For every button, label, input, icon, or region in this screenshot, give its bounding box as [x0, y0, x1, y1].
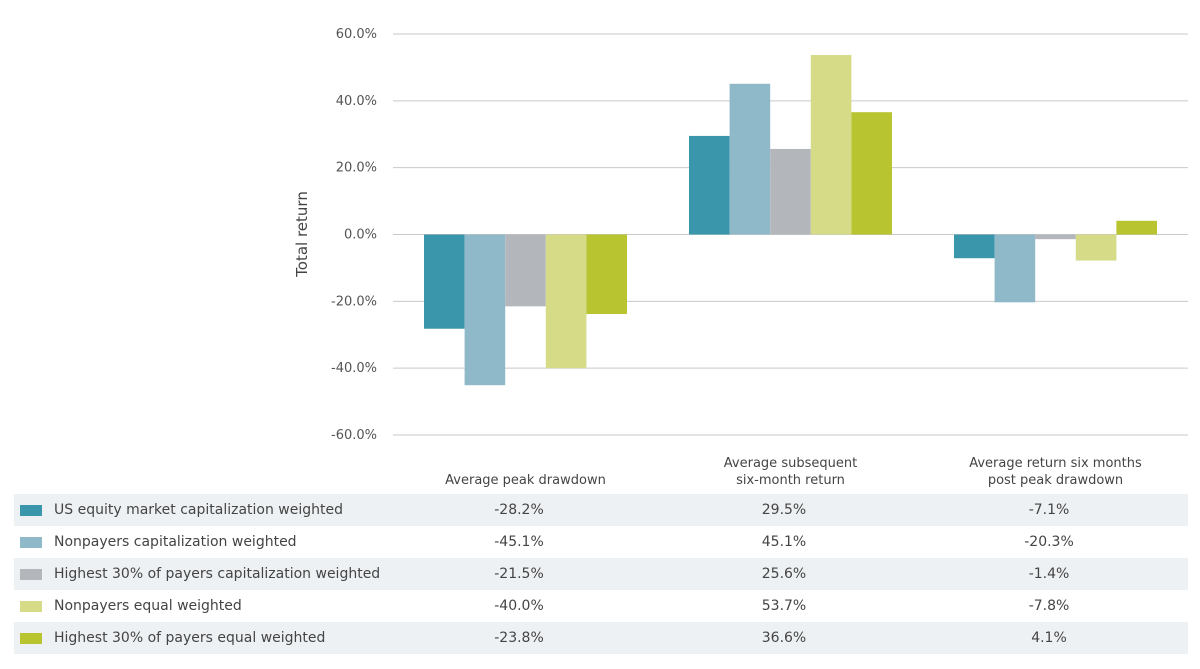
series-name: Nonpayers capitalization weighted	[54, 534, 297, 550]
table-value: 29.5%	[761, 502, 807, 518]
table-value: -28.2%	[494, 502, 544, 518]
table-value: 36.6%	[761, 630, 807, 646]
bar	[1075, 234, 1117, 261]
bar	[586, 234, 627, 315]
bar	[1035, 234, 1076, 240]
legend-swatch	[20, 536, 42, 548]
legend-swatch	[20, 568, 42, 580]
bar	[729, 83, 771, 235]
bar	[994, 234, 1036, 303]
bar-chart: 60.0% 40.0% 20.0% 0.0% -20.0% -40.0% -60.0% To…	[293, 27, 1188, 488]
table-value: -7.1%	[1028, 502, 1070, 518]
category-labels: Average peak drawdown Average subsequent s…	[445, 456, 1142, 488]
bars	[424, 55, 1157, 386]
table-value: -20.3%	[1024, 534, 1074, 550]
y-tick-label: 0.0%	[344, 228, 377, 243]
bar	[851, 112, 892, 235]
y-axis-ticks: 60.0% 40.0% 20.0% 0.0% -20.0% -40.0% -60.0%	[331, 27, 377, 443]
bar	[689, 135, 730, 235]
category-label: Average return six months post peak drawd…	[969, 456, 1142, 488]
table-value: -45.1%	[494, 534, 544, 550]
table-value: -40.0%	[494, 598, 544, 614]
legend-swatch	[20, 504, 42, 516]
table-row: Highest 30% of payers capitalization wei…	[14, 558, 1188, 590]
table-value: 45.1%	[761, 534, 807, 550]
series-name: Highest 30% of payers equal weighted	[54, 630, 326, 646]
table-value: 4.1%	[1031, 630, 1067, 646]
y-tick-label: 40.0%	[336, 94, 377, 109]
bar	[810, 55, 852, 235]
series-name: Nonpayers equal weighted	[54, 598, 242, 614]
bar	[954, 234, 995, 259]
series-name: Highest 30% of payers capitalization wei…	[54, 566, 381, 582]
table-row: US equity market capitalization weighted…	[14, 494, 1188, 526]
table-row: Nonpayers equal weighted -40.0% 53.7% -7.8%	[14, 590, 1188, 622]
table-row: Nonpayers capitalization weighted -45.1% 4…	[14, 526, 1188, 558]
bar	[1116, 220, 1157, 235]
data-table: US equity market capitalization weighted…	[14, 494, 1188, 654]
legend-swatch	[20, 632, 42, 644]
bar	[424, 234, 465, 329]
y-tick-label: -60.0%	[331, 428, 377, 443]
category-label: Average peak drawdown	[445, 473, 606, 488]
bar	[464, 234, 506, 386]
bar	[505, 234, 546, 307]
table-value: -7.8%	[1028, 598, 1070, 614]
legend-swatch	[20, 600, 42, 612]
table-value: -21.5%	[494, 566, 544, 582]
bar	[545, 234, 587, 369]
table-value: -1.4%	[1028, 566, 1070, 582]
table-value: 25.6%	[761, 566, 807, 582]
y-axis-label: Total return	[293, 191, 311, 278]
table-value: 53.7%	[761, 598, 807, 614]
y-tick-label: 20.0%	[336, 161, 377, 176]
bar	[770, 148, 811, 235]
table-value: -23.8%	[494, 630, 544, 646]
table-row: Highest 30% of payers equal weighted -23.…	[14, 622, 1188, 654]
series-name: US equity market capitalization weighted	[54, 502, 344, 518]
y-tick-label: -20.0%	[331, 294, 377, 309]
y-tick-label: 60.0%	[336, 27, 377, 42]
y-tick-label: -40.0%	[331, 361, 377, 376]
category-label: Average subsequent six-month return	[724, 456, 857, 488]
